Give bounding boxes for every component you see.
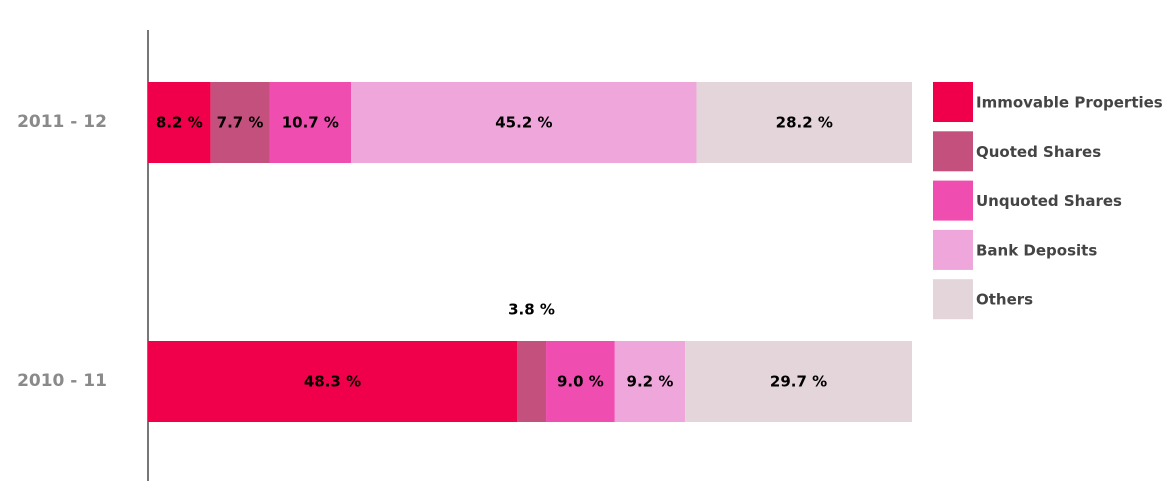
bar-segment [351, 82, 697, 163]
legend-label: Quoted Shares [976, 143, 1101, 161]
value-label: 29.7 % [770, 373, 827, 391]
bar-segment [210, 82, 270, 163]
legend-swatch [933, 82, 973, 122]
bar-segment [696, 82, 912, 163]
value-label: 48.3 % [304, 373, 361, 391]
legend-swatch [933, 229, 973, 270]
legend-swatch [933, 131, 973, 172]
bar-segment [269, 82, 352, 163]
value-label: 8.2 % [156, 114, 203, 132]
value-label: 9.0 % [557, 373, 604, 391]
value-label: 7.7 % [217, 114, 264, 132]
category-label: 2010 - 11 [17, 371, 107, 391]
value-label: 10.7 % [282, 114, 339, 132]
legend-label: Bank Deposits [976, 241, 1097, 259]
category-label: 2011 - 12 [17, 112, 107, 132]
bar-segment [685, 341, 912, 422]
value-label: 9.2 % [627, 373, 674, 391]
legend-label: Immovable Properties [976, 94, 1163, 112]
legend-label: Others [976, 291, 1033, 309]
value-label: 45.2 % [495, 114, 552, 132]
bar-segment [546, 341, 615, 422]
value-label: 3.8 % [508, 301, 555, 319]
value-label: 28.2 % [776, 114, 833, 132]
bar-segment [148, 341, 518, 422]
legend-label: Unquoted Shares [976, 192, 1122, 210]
legend-swatch [933, 180, 973, 221]
bar-segment [517, 341, 547, 422]
bar-segment [148, 82, 211, 163]
bar-segment [614, 341, 686, 422]
legend-swatch [933, 279, 973, 320]
